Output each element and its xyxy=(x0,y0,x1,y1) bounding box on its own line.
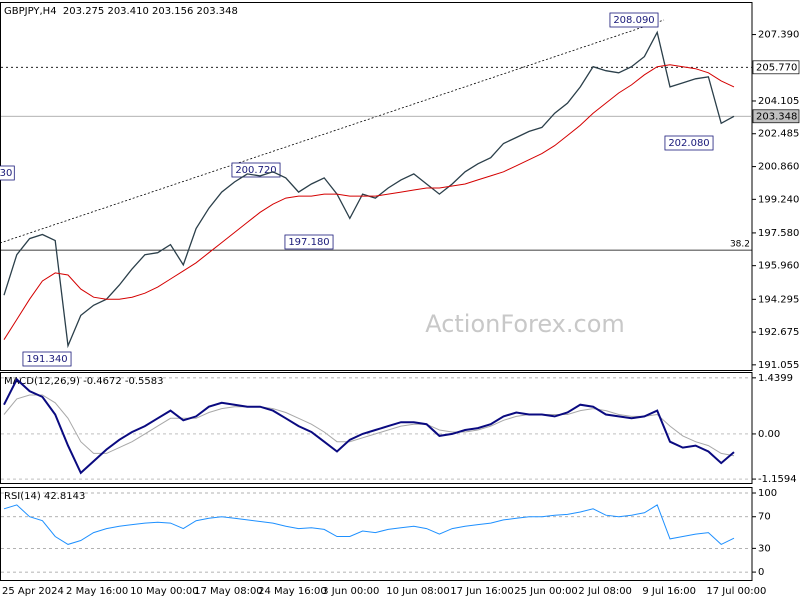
price-annotation: 200.720 xyxy=(235,165,276,176)
price-annotation-box xyxy=(609,12,659,28)
price-box-label: 205.770 xyxy=(756,62,797,73)
series-line xyxy=(3,64,735,340)
y-tick-label: 30 xyxy=(758,543,771,554)
price-annotation: 197.180 xyxy=(288,237,329,248)
price-box xyxy=(752,60,800,75)
panel-frame xyxy=(0,2,753,371)
y-tick-label: 199.240 xyxy=(758,194,799,205)
price-box-label: 203.348 xyxy=(756,111,797,122)
panel-title: MACD(12,26,9) -0.4672 -0.5583 xyxy=(4,376,164,387)
x-tick-label: 2 May 16:00 xyxy=(66,586,128,597)
x-tick-label: 10 May 00:00 xyxy=(130,586,199,597)
x-tick-label: 25 Jun 00:00 xyxy=(514,586,578,597)
trendline xyxy=(0,19,665,244)
y-tick-label: 192.675 xyxy=(758,327,799,338)
price-annotation: 30 xyxy=(0,168,12,179)
price-box xyxy=(752,109,800,124)
x-tick-label: 10 Jun 08:00 xyxy=(386,586,450,597)
price-annotation: 191.340 xyxy=(26,354,67,365)
panel-frame xyxy=(0,487,753,581)
y-tick-label: -1.1594 xyxy=(758,474,797,485)
x-tick-label: 17 Jul 00:00 xyxy=(706,586,766,597)
series-line xyxy=(3,377,735,475)
y-tick-label: 197.580 xyxy=(758,228,799,239)
y-tick-label: 194.295 xyxy=(758,294,799,305)
x-tick-label: 2 Jul 08:00 xyxy=(578,586,632,597)
panel-title: GBPJPY,H4 203.275 203.410 203.156 203.34… xyxy=(4,6,238,17)
price-annotation-box xyxy=(664,135,714,151)
panel-frame xyxy=(0,372,753,484)
x-tick-label: 3 Jun 00:00 xyxy=(322,586,379,597)
y-tick-label: 100 xyxy=(758,488,777,499)
y-tick-label: 204.105 xyxy=(758,96,799,107)
y-tick-label: 207.390 xyxy=(758,30,799,41)
price-annotation: 208.090 xyxy=(613,15,654,26)
fib-label: 38.2 xyxy=(730,240,750,250)
x-tick-label: 17 May 08:00 xyxy=(194,586,263,597)
watermark: ActionForex.com xyxy=(425,310,625,338)
x-tick-label: 25 Apr 2024 xyxy=(2,586,64,597)
y-tick-label: 191.055 xyxy=(758,360,799,371)
price-annotation-box xyxy=(0,165,15,181)
y-tick-label: 0 xyxy=(758,567,764,578)
price-annotation-box xyxy=(22,351,72,367)
y-tick-label: 202.485 xyxy=(758,129,799,140)
y-tick-label: 200.860 xyxy=(758,162,799,173)
y-tick-label: 70 xyxy=(758,512,771,523)
y-tick-label: 195.960 xyxy=(758,261,799,272)
series-line xyxy=(3,394,735,457)
series-line xyxy=(3,504,735,545)
y-tick-label: 1.4399 xyxy=(758,373,793,384)
x-tick-label: 9 Jul 16:00 xyxy=(642,586,696,597)
panel-title: RSI(14) 42.8143 xyxy=(4,491,85,502)
x-tick-label: 17 Jun 16:00 xyxy=(450,586,514,597)
price-annotation: 202.080 xyxy=(668,138,709,149)
price-annotation-box xyxy=(284,234,334,250)
y-tick-label: 0.00 xyxy=(758,429,780,440)
x-tick-label: 24 May 16:00 xyxy=(258,586,327,597)
